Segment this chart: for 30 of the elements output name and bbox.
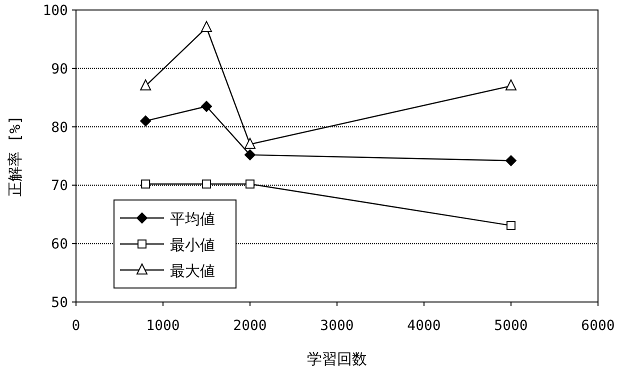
point xyxy=(246,180,254,189)
y-tick-label: 50 xyxy=(51,295,68,311)
y-tick-label: 70 xyxy=(51,178,68,194)
point xyxy=(202,180,211,189)
x-tick-label: 1000 xyxy=(146,318,180,334)
point xyxy=(201,21,212,32)
point xyxy=(244,149,256,160)
x-tick-label: 0 xyxy=(72,318,80,334)
y-tick-label: 80 xyxy=(51,120,68,136)
point xyxy=(140,115,152,126)
y-tick-label: 60 xyxy=(51,236,68,253)
point xyxy=(140,79,152,90)
legend-label: 平均値 xyxy=(170,210,215,228)
y-tick-label: 100 xyxy=(42,3,68,19)
point xyxy=(506,220,516,230)
point xyxy=(201,100,212,112)
legend-label: 最小値 xyxy=(170,236,215,254)
x-axis-title: 学習回数 xyxy=(307,350,367,368)
point xyxy=(244,138,256,149)
x-tick-label: 5000 xyxy=(494,318,528,334)
y-axis-title: 正解率 [%] xyxy=(6,115,24,197)
x-tick-label: 4000 xyxy=(407,318,441,334)
x-tick-label: 2000 xyxy=(233,318,267,334)
point xyxy=(506,155,516,166)
x-tick-label: 6000 xyxy=(581,318,615,334)
x-tick-label: 3000 xyxy=(320,318,354,334)
point xyxy=(141,180,150,189)
y-tick-label: 90 xyxy=(51,61,68,78)
point xyxy=(506,79,516,90)
legend-label: 最大値 xyxy=(170,262,215,280)
